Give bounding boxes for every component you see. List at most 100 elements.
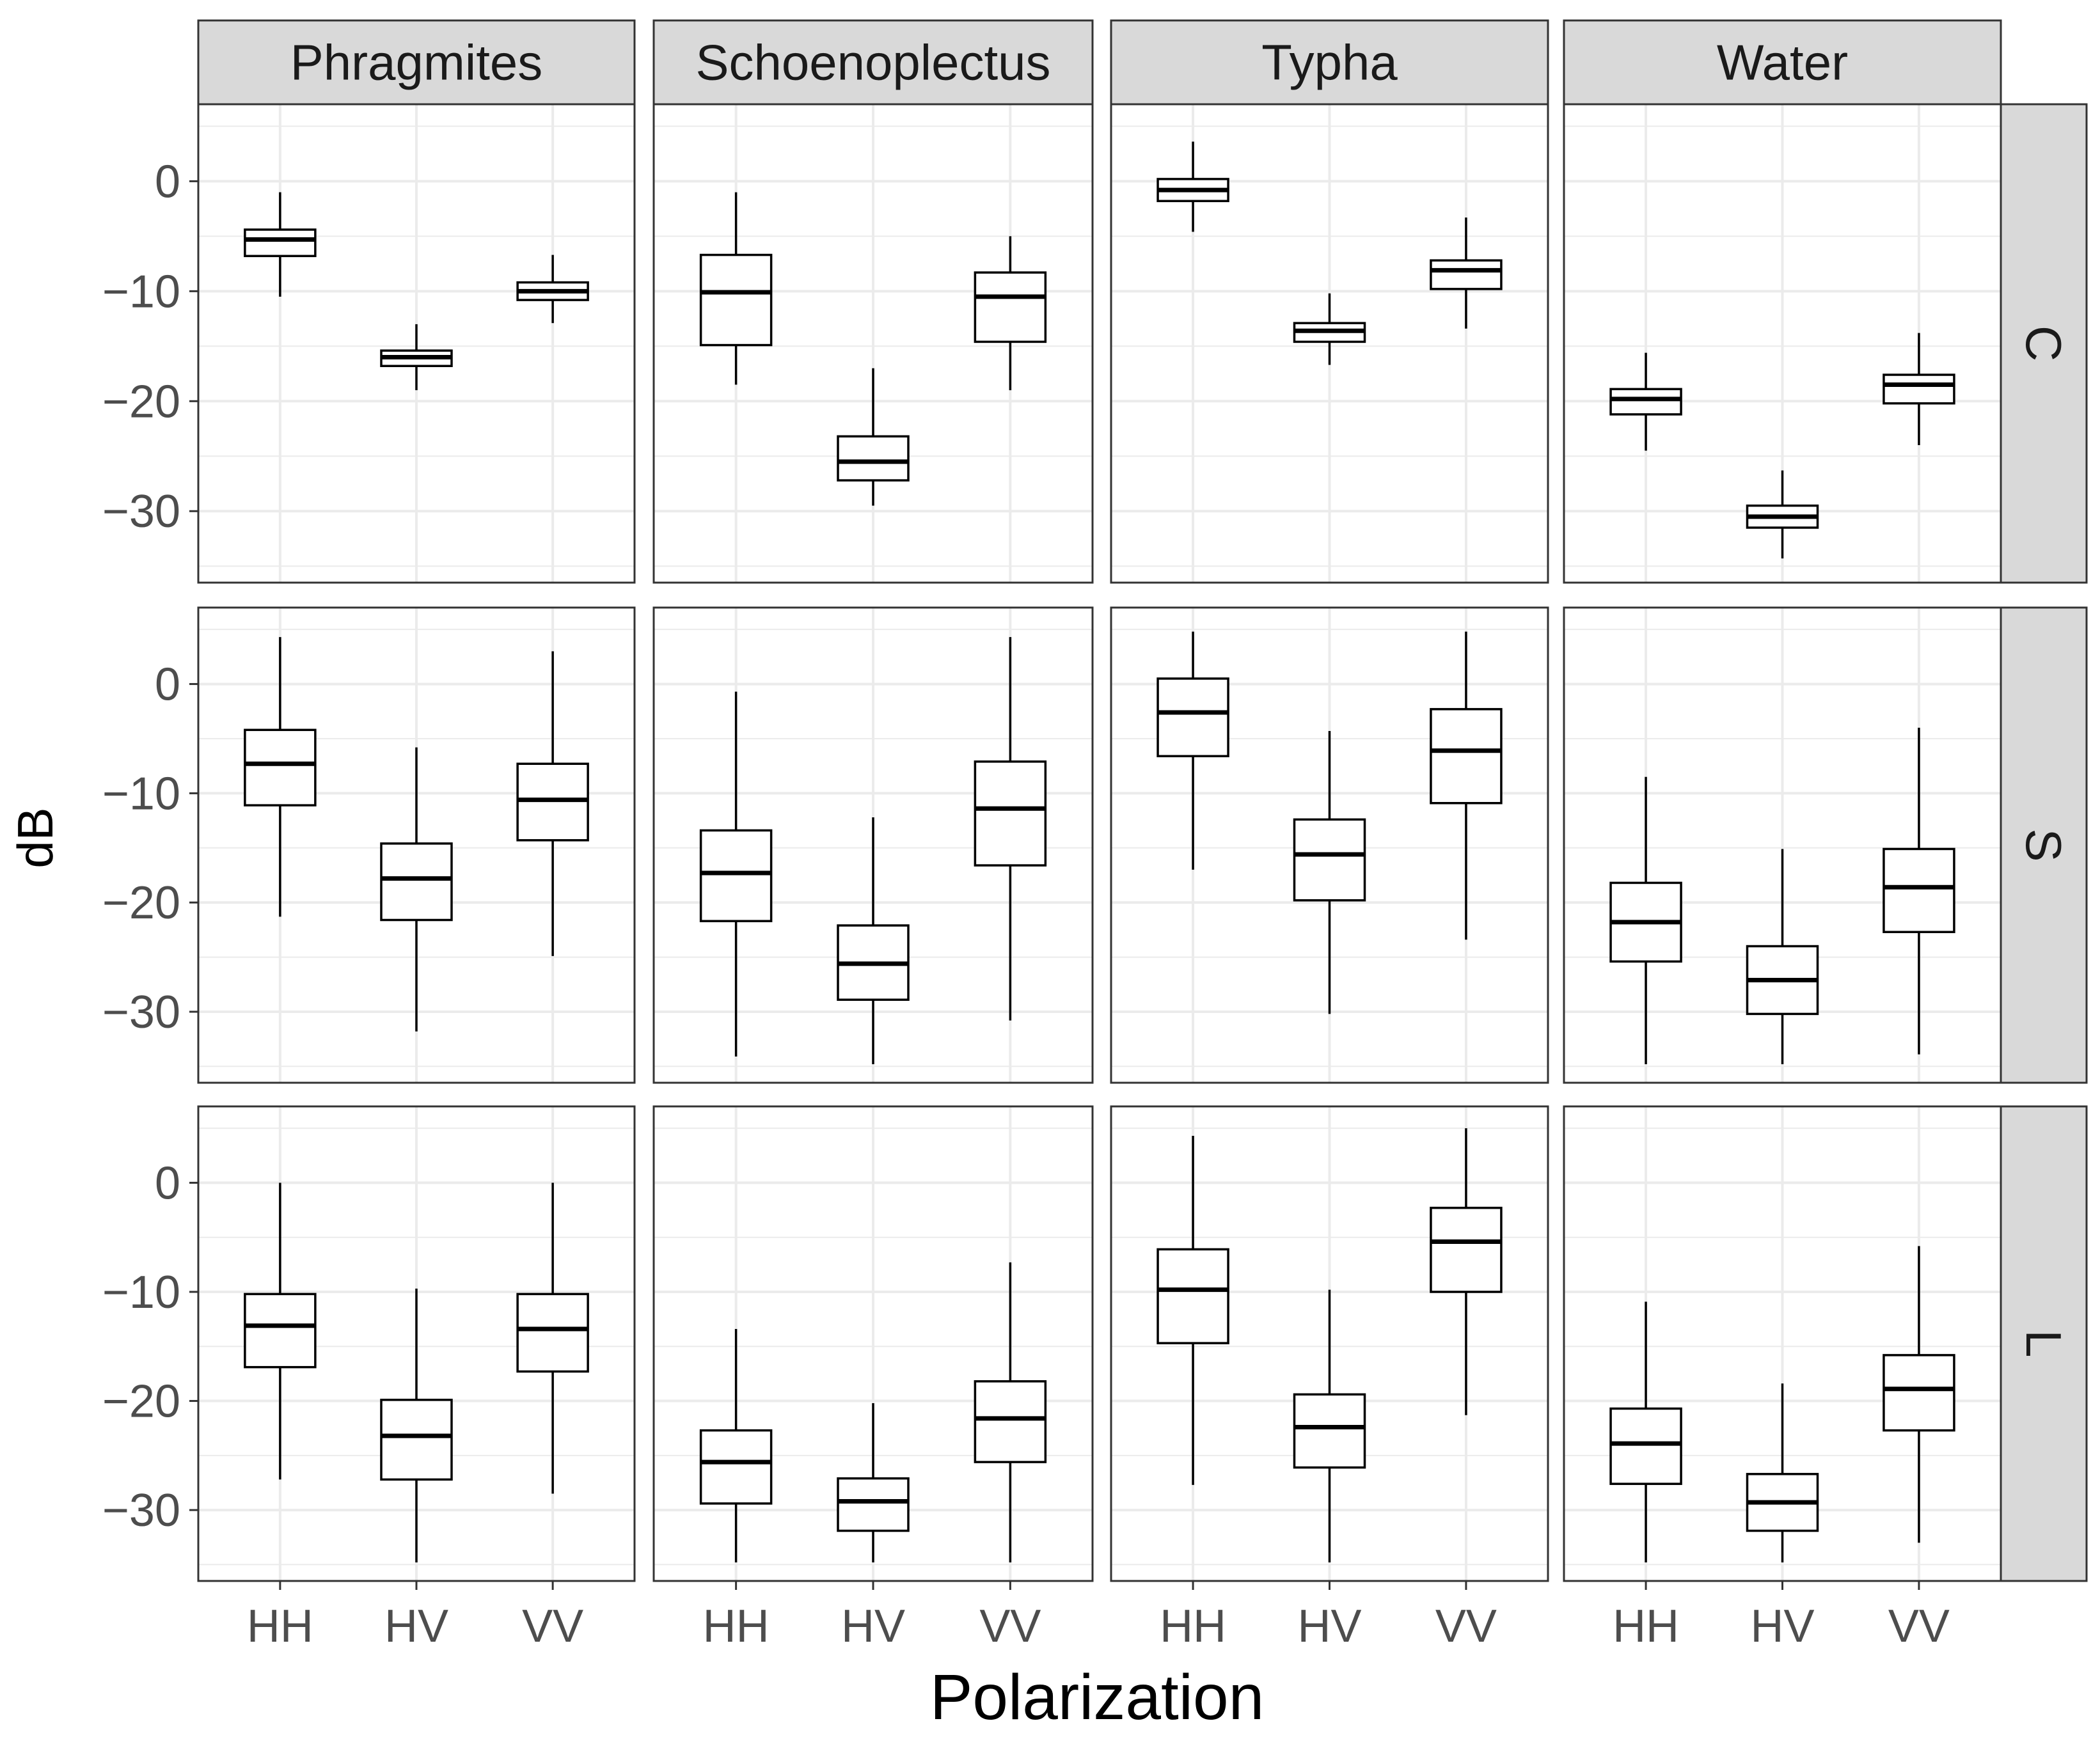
y-tick-label: −30: [102, 1485, 180, 1536]
y-tick-label: −10: [102, 1267, 180, 1318]
box-hv: [380, 1288, 453, 1563]
panel-c-schoenoplectus: [652, 103, 1094, 584]
box-iqr: [1430, 708, 1503, 805]
box-iqr: [1430, 1206, 1503, 1293]
box-vv: [1883, 333, 1955, 446]
panel-border: [1563, 606, 2002, 1084]
box-hv: [1293, 731, 1366, 1014]
box-iqr: [244, 728, 317, 806]
box-iqr: [244, 1293, 317, 1369]
box-hh: [699, 192, 773, 385]
x-tick-label: HV: [384, 1601, 448, 1652]
y-tick-label: −10: [102, 768, 180, 819]
box-iqr: [837, 435, 910, 482]
x-tick-label: HH: [1160, 1601, 1226, 1652]
panel-border: [652, 606, 1094, 1084]
box-iqr: [380, 1399, 453, 1481]
box-vv: [1883, 1246, 1955, 1543]
y-tick-label: 0: [155, 659, 180, 711]
box-vv: [974, 1262, 1047, 1563]
panels-layer: Phragmites Schoenoplectus Typha Water C S L 0 −1…: [102, 19, 2088, 1652]
panel-c-phragmites: 0 −10 −20 −30: [102, 103, 636, 584]
row-strip-label: L: [2016, 1330, 2072, 1357]
box-vv: [1430, 217, 1503, 329]
x-tick-label: VV: [522, 1601, 583, 1652]
x-tick-label: HH: [1613, 1601, 1679, 1652]
box-hv: [1293, 293, 1366, 365]
box-hh: [244, 637, 317, 917]
box-hv: [837, 368, 910, 506]
panel-s-schoenoplectus: [652, 606, 1094, 1084]
box-hv: [837, 817, 910, 1064]
panel-border: [1563, 103, 2002, 584]
panel-c-water: [1563, 103, 2002, 584]
row-strip: [2000, 606, 2088, 1084]
box-vv: [516, 1183, 589, 1494]
box-hv: [1293, 1289, 1366, 1563]
x-tick-label: HV: [1750, 1601, 1814, 1652]
y-tick-label: −20: [102, 1376, 180, 1427]
box-hv: [380, 747, 453, 1032]
box-vv: [1430, 631, 1503, 940]
x-tick-label: HV: [841, 1601, 905, 1652]
box-hh: [1157, 1136, 1229, 1485]
box-iqr: [1293, 818, 1366, 902]
box-hh: [244, 192, 317, 297]
box-iqr: [1293, 1393, 1366, 1469]
box-hh: [1157, 141, 1229, 232]
panel-s-water: [1563, 606, 2002, 1084]
box-hh: [1609, 1301, 1682, 1563]
box-iqr: [974, 271, 1047, 343]
panel-s-typha: [1110, 606, 1549, 1084]
column-strip: [1563, 19, 2002, 106]
x-axis-title: Polarization: [930, 1662, 1265, 1733]
row-strip: [2000, 103, 2088, 584]
x-tick-label: HV: [1297, 1601, 1361, 1652]
y-axis-title: dB: [7, 807, 63, 868]
box-iqr: [380, 842, 453, 922]
row-strip-label: S: [2016, 828, 2072, 861]
box-iqr: [1883, 373, 1955, 405]
panel-border: [652, 103, 1094, 584]
panel-l-schoenoplectus: HH HV VV: [652, 1105, 1094, 1652]
x-tick-label: VV: [979, 1601, 1041, 1652]
column-strip: [652, 19, 1094, 106]
box-iqr: [1609, 388, 1682, 416]
box-iqr: [1157, 677, 1229, 758]
box-iqr: [699, 829, 773, 922]
x-tick-label: VV: [1435, 1601, 1497, 1652]
box-vv: [1883, 727, 1955, 1055]
box-iqr: [1883, 847, 1955, 934]
y-tick-label: −30: [102, 987, 180, 1038]
box-iqr: [1157, 1248, 1229, 1344]
y-tick-label: 0: [155, 1158, 180, 1209]
x-tick-label: HH: [247, 1601, 313, 1652]
column-strip-label: Typha: [1261, 35, 1398, 91]
y-tick-label: −10: [102, 266, 180, 317]
box-iqr: [1430, 259, 1503, 290]
panel-l-typha: HH HV VV: [1110, 1105, 1549, 1652]
box-hh: [699, 1328, 773, 1563]
column-strip-label: Phragmites: [290, 35, 543, 91]
panel-l-phragmites: 0 −10 −20 −30 HH HV VV: [102, 1105, 636, 1652]
panel-border: [1110, 103, 1549, 584]
box-hh: [699, 691, 773, 1057]
row-strip: [2000, 1105, 2088, 1582]
panel-s-phragmites: 0 −10 −20 −30: [102, 606, 636, 1084]
column-strip-label: Schoenoplectus: [695, 35, 1050, 91]
box-vv: [516, 651, 589, 956]
box-hh: [1157, 631, 1229, 870]
box-iqr: [1609, 1407, 1682, 1485]
panel-border: [197, 606, 636, 1084]
panel-border: [1110, 606, 1549, 1084]
box-iqr: [974, 1380, 1047, 1463]
box-vv: [1430, 1128, 1503, 1415]
box-iqr: [516, 1293, 589, 1373]
y-tick-label: −20: [102, 376, 180, 427]
box-vv: [974, 236, 1047, 391]
box-hh: [1609, 776, 1682, 1064]
box-vv: [516, 255, 589, 324]
box-hv: [1746, 470, 1819, 559]
box-iqr: [244, 228, 317, 258]
